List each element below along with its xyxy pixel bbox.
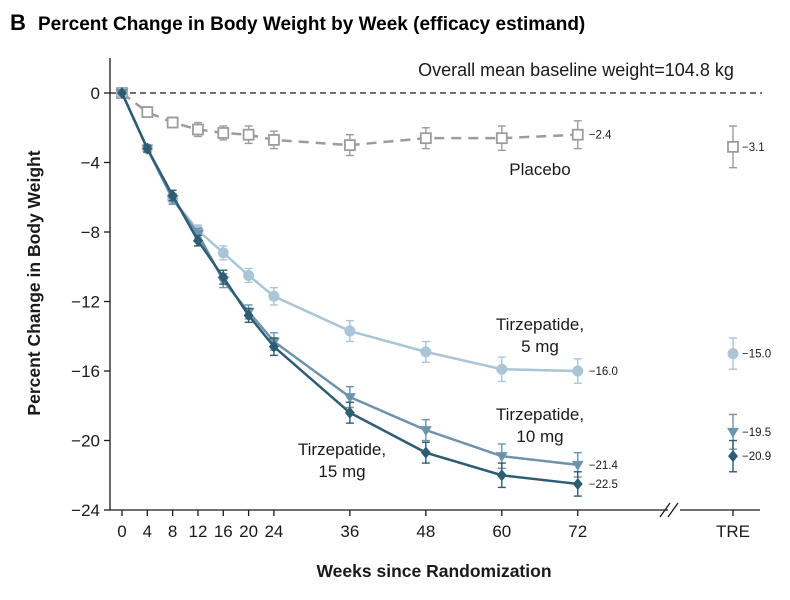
data-point-marker (218, 271, 229, 284)
y-tick-label: 0 (91, 84, 100, 103)
x-tick-label: 36 (340, 522, 359, 541)
data-point-marker (268, 134, 280, 146)
data-point-marker (343, 139, 356, 152)
chart-title: Percent Change in Body Weight by Week (e… (38, 14, 585, 35)
series-name-label: 10 mg (516, 427, 563, 446)
y-tick-label: −24 (71, 501, 100, 520)
panel-letter: B (10, 10, 26, 35)
y-tick-label: −12 (71, 293, 100, 312)
series-end-label: −2.4 (589, 130, 612, 142)
tre-value-label: −19.5 (742, 427, 771, 439)
x-tick-label: 0 (117, 522, 126, 541)
y-tick-label: −4 (81, 154, 100, 173)
data-point-marker (167, 189, 178, 202)
axis-break-mark (667, 502, 679, 518)
data-point-marker (572, 365, 584, 377)
data-point-marker (344, 325, 356, 337)
data-point-marker (496, 469, 507, 482)
x-tick-label: 8 (168, 522, 177, 541)
tre-point-0: −3.1 (727, 125, 765, 169)
data-point-marker (727, 427, 739, 438)
tre-point-2: −19.5 (727, 413, 771, 450)
data-point-marker (344, 406, 355, 419)
series-end-label: −21.4 (589, 460, 619, 472)
series-3: −22.5 (117, 87, 618, 497)
x-tick-label: 12 (188, 522, 207, 541)
series-name-label: Tirzepatide, (298, 440, 386, 459)
data-point-marker (166, 116, 179, 129)
baseline-weight-note: Overall mean baseline weight=104.8 kg (418, 60, 734, 80)
data-point-marker (495, 452, 508, 463)
data-point-marker (727, 348, 739, 360)
data-point-marker (117, 87, 127, 99)
series-0: −2.4 (116, 87, 612, 157)
tre-point-3: −20.9 (728, 439, 771, 473)
data-point-marker (192, 234, 203, 247)
series-labels: Placebo Tirzepatide, 5 mg Tirzepatide, 10 mg… (298, 160, 584, 481)
x-tick-label: 72 (568, 522, 587, 541)
x-tick-label: 16 (214, 522, 233, 541)
data-point-marker (496, 363, 508, 375)
tre-layer: −3.1 −15.0 −19.5 −20.9 (727, 125, 771, 473)
data-point-marker (268, 340, 279, 353)
data-point-marker (419, 132, 432, 145)
y-tick-label: −16 (71, 362, 100, 381)
series-name-label: Tirzepatide, (496, 405, 584, 424)
data-point-marker (571, 128, 584, 141)
series-end-label: −16.0 (589, 366, 618, 378)
x-tick-label: 20 (239, 522, 258, 541)
x-tick-label: 4 (143, 522, 152, 541)
data-point-marker (419, 426, 432, 437)
tre-value-label: −15.0 (742, 349, 771, 361)
x-tick-label: 48 (416, 522, 435, 541)
x-tick-label: 60 (492, 522, 511, 541)
tre-value-label: −3.1 (742, 142, 765, 154)
tre-value-label: −20.9 (742, 451, 771, 463)
y-tick-label: −20 (71, 432, 100, 451)
axis-break-mark (659, 502, 671, 518)
x-tick-label-tre: TRE (716, 522, 750, 541)
data-point-marker (343, 393, 356, 404)
data-point-marker (141, 106, 154, 119)
series-name-label: 5 mg (521, 337, 559, 356)
data-point-marker (420, 346, 432, 358)
data-point-marker (727, 140, 739, 153)
y-tick-label: −8 (81, 223, 100, 242)
tre-point-1: −15.0 (727, 337, 771, 370)
axes (109, 58, 762, 518)
data-point-marker (728, 450, 738, 463)
data-point-marker (572, 477, 583, 490)
series-name-label: Tirzepatide, (496, 315, 584, 334)
data-point-marker (268, 290, 280, 302)
data-point-marker (217, 127, 230, 139)
series-layer: −2.4 −16.0 −21.4 −22.5 (116, 87, 619, 497)
y-axis-title: Percent Change in Body Weight (24, 150, 44, 415)
x-axis-title: Weeks since Randomization (316, 561, 551, 581)
data-point-marker (192, 123, 204, 136)
data-point-marker (243, 269, 255, 281)
ticks: 0−4−8−12−16−20−240 4 8 12 16 20 24 36 48 60 72 TRE (71, 84, 750, 541)
data-point-marker (217, 247, 229, 259)
data-point-marker (495, 132, 508, 145)
x-tick-label: 24 (264, 522, 283, 541)
data-point-marker (420, 446, 431, 459)
data-point-marker (571, 460, 584, 471)
series-end-label: −22.5 (589, 479, 618, 491)
series-name-label: Placebo (509, 160, 570, 179)
data-point-marker (243, 309, 254, 322)
data-point-marker (242, 128, 255, 141)
data-point-marker (142, 142, 153, 155)
series-name-label: 15 mg (318, 462, 365, 481)
